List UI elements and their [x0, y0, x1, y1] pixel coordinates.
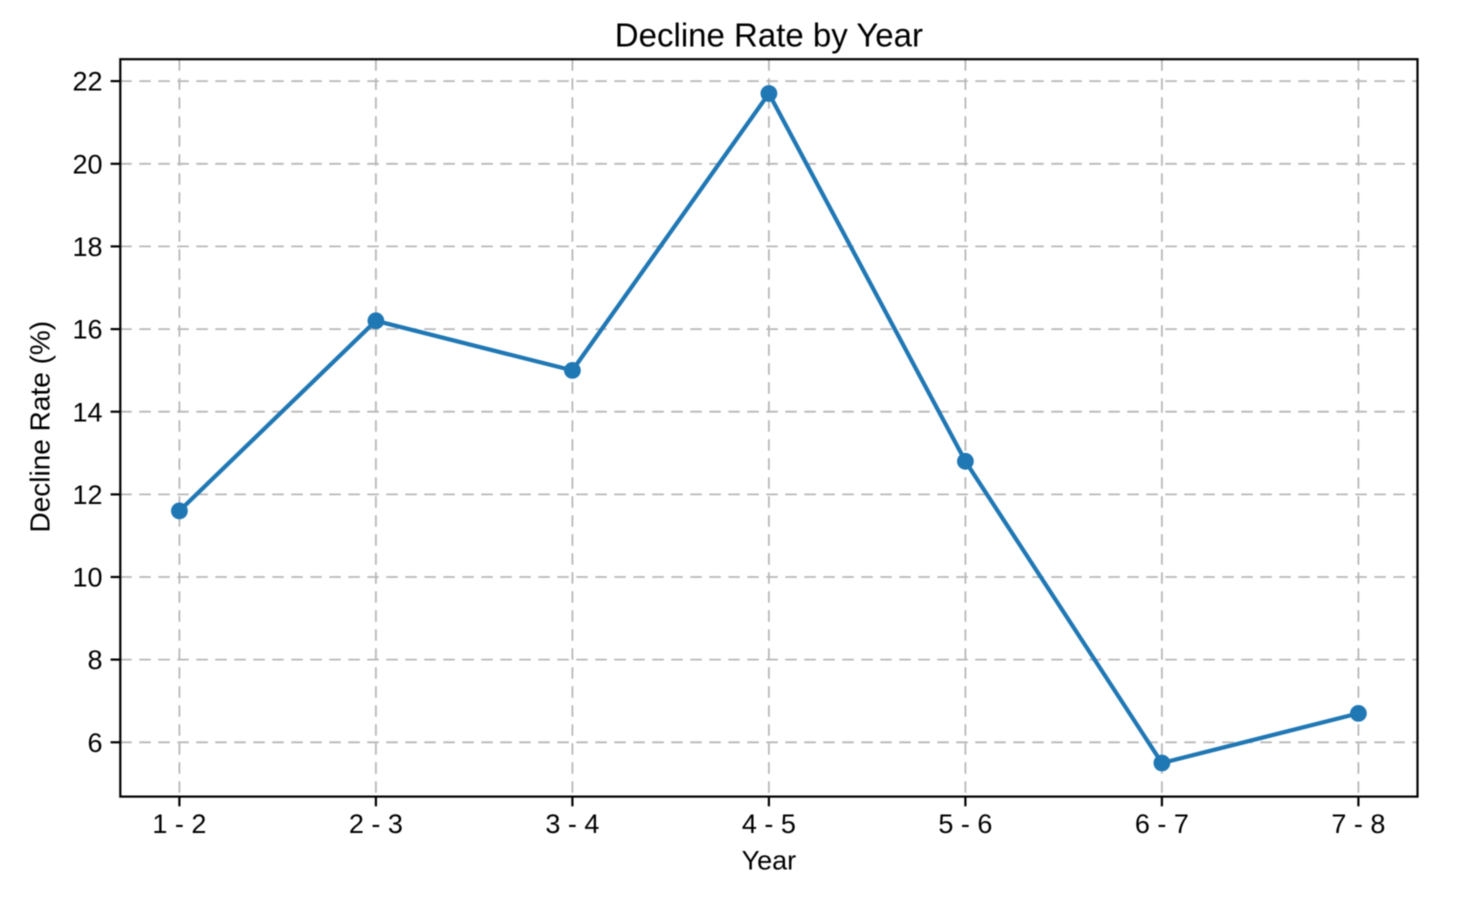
- svg-text:Decline Rate by Year: Decline Rate by Year: [615, 16, 923, 53]
- svg-text:14: 14: [72, 397, 102, 427]
- svg-text:Decline Rate (%): Decline Rate (%): [25, 321, 56, 533]
- svg-text:4 - 5: 4 - 5: [742, 809, 796, 839]
- svg-text:12: 12: [72, 480, 102, 510]
- svg-text:18: 18: [72, 232, 102, 262]
- svg-text:7 - 8: 7 - 8: [1331, 809, 1385, 839]
- svg-text:22: 22: [72, 67, 102, 97]
- svg-text:10: 10: [72, 563, 102, 593]
- svg-text:6 - 7: 6 - 7: [1135, 809, 1189, 839]
- svg-text:3 - 4: 3 - 4: [545, 809, 599, 839]
- svg-text:5 - 6: 5 - 6: [938, 809, 992, 839]
- svg-text:2 - 3: 2 - 3: [349, 809, 403, 839]
- svg-text:20: 20: [72, 149, 102, 179]
- svg-text:8: 8: [87, 645, 102, 675]
- svg-text:Year: Year: [742, 846, 797, 876]
- svg-text:16: 16: [72, 315, 102, 345]
- svg-text:6: 6: [87, 728, 102, 758]
- svg-text:1 - 2: 1 - 2: [152, 809, 206, 839]
